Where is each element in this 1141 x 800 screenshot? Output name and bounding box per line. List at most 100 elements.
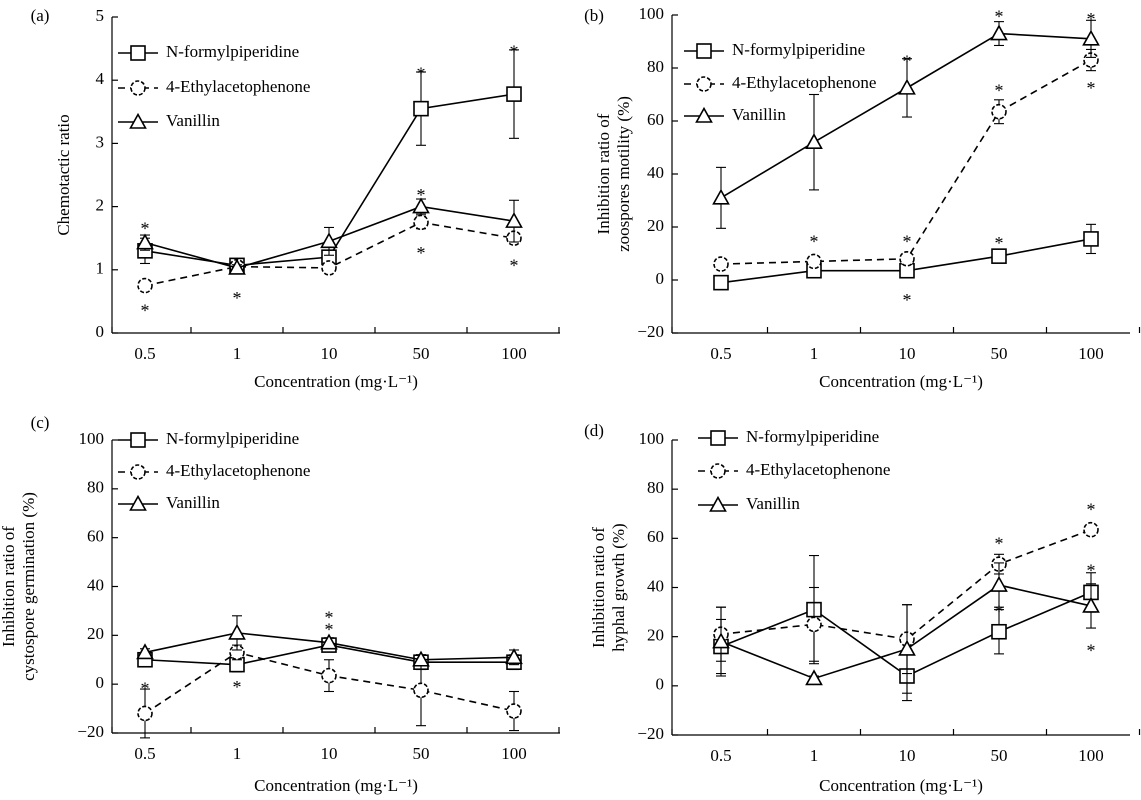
- legend-label: N-formylpiperidine: [166, 429, 299, 448]
- x-tick-label: 100: [1078, 746, 1104, 765]
- y-tick-label: 100: [79, 429, 105, 448]
- legend: N-formylpiperidine 4-Ethylacetophenone Van…: [118, 42, 310, 130]
- data-point: [898, 639, 916, 656]
- legend-label: Vanillin: [732, 105, 786, 124]
- data-point: [137, 705, 153, 722]
- data-point: [320, 232, 338, 249]
- data-point: [713, 274, 729, 291]
- data-point: [712, 632, 730, 649]
- data-point: [412, 650, 430, 667]
- data-point: [413, 682, 429, 699]
- x-tick-label: 1: [233, 344, 242, 363]
- panel-label: (d): [584, 421, 604, 440]
- significance-asterisk: *: [141, 218, 150, 238]
- y-tick-label: 20: [647, 216, 664, 235]
- series-4-Ethylacetophenone: [713, 48, 1099, 272]
- legend-label: Vanillin: [166, 493, 220, 512]
- data-point: [1083, 231, 1099, 247]
- y-axis-label: Inhibition ratio of zoospores motility (%…: [594, 96, 633, 252]
- legend-marker: [710, 463, 726, 479]
- y-axis-label: Chemotactic ratio: [54, 114, 73, 235]
- data-point: [805, 669, 823, 686]
- significance-asterisk: *: [1087, 499, 1096, 519]
- legend: N-formylpiperidine 4-Ethylacetophenone Van…: [118, 429, 310, 512]
- data-point: [413, 100, 429, 117]
- y-axis-label-line: Chemotactic ratio: [54, 114, 73, 235]
- y-tick-label: 80: [647, 57, 664, 76]
- y-tick-label: −20: [637, 724, 664, 743]
- legend-marker: [129, 112, 147, 129]
- legend-marker: [696, 76, 712, 92]
- y-tick-label: 60: [647, 110, 664, 129]
- data-point: [1083, 521, 1099, 538]
- y-tick-label: 100: [639, 429, 665, 448]
- panel-label: (c): [31, 413, 50, 432]
- legend-label: 4-Ethylacetophenone: [166, 77, 310, 96]
- legend-marker: [710, 430, 726, 446]
- chart-panel-2: (b) −20 0 20 40 60 80 100 0.5 1 10 50 100 Concentrati…: [584, 4, 1141, 391]
- significance-asterisk: *: [903, 232, 912, 252]
- legend-marker: [130, 464, 146, 480]
- data-point: [137, 277, 153, 294]
- significance-asterisk: *: [1087, 78, 1096, 98]
- legend-label: 4-Ethylacetophenone: [166, 461, 310, 480]
- y-tick-label: 5: [96, 6, 105, 25]
- series-line: [720, 528, 1092, 640]
- x-tick-label: 100: [1078, 344, 1104, 363]
- data-point: [136, 233, 154, 250]
- x-tick-label: 0.5: [134, 744, 155, 763]
- legend: N-formylpiperidine 4-Ethylacetophenone Van…: [684, 40, 876, 124]
- x-tick-label: 10: [899, 746, 916, 765]
- significance-asterisk: *: [141, 301, 150, 321]
- x-tick-label: 50: [991, 344, 1008, 363]
- y-tick-label: 3: [96, 132, 105, 151]
- y-tick-label: −20: [637, 322, 664, 341]
- legend-marker: [696, 43, 712, 59]
- panel-label: (b): [584, 6, 604, 25]
- series-Vanillin: [712, 562, 1100, 694]
- x-tick-label: 50: [413, 344, 430, 363]
- data-point: [713, 256, 729, 272]
- data-point: [899, 262, 915, 279]
- y-tick-label: 60: [87, 527, 104, 546]
- series-Vanillin: [136, 197, 523, 275]
- legend-label: Vanillin: [166, 111, 220, 130]
- y-axis-label-line: zoospores motility (%): [614, 96, 633, 252]
- data-point: [413, 214, 429, 231]
- y-tick-label: 80: [647, 478, 664, 497]
- y-axis-label-line: Inhibition ratio of: [0, 526, 18, 647]
- y-axis-label-line: Inhibition ratio of: [589, 527, 608, 648]
- data-point: [806, 253, 822, 270]
- significance-asterisk: *: [417, 243, 426, 263]
- x-tick-label: 0.5: [710, 344, 731, 363]
- y-tick-label: 0: [96, 673, 105, 692]
- x-tick-label: 50: [413, 744, 430, 763]
- y-tick-label: 40: [87, 575, 104, 594]
- legend-label: N-formylpiperidine: [166, 42, 299, 61]
- significance-asterisk: *: [995, 534, 1004, 554]
- significance-asterisk: *: [903, 52, 912, 72]
- data-point: [898, 78, 916, 95]
- x-axis-label: Concentration (mg·L⁻¹): [819, 776, 983, 795]
- y-axis-label: Inhibition ratio of hyphal growth (%): [589, 523, 628, 651]
- legend-label: N-formylpiperidine: [746, 427, 879, 446]
- data-point: [321, 260, 337, 276]
- y-axis-label-line: Inhibition ratio of: [594, 113, 613, 234]
- data-point: [712, 188, 730, 205]
- panel-label: (a): [31, 6, 50, 25]
- x-tick-label: 50: [991, 746, 1008, 765]
- significance-asterisk: *: [510, 256, 519, 276]
- y-tick-label: 100: [639, 4, 665, 23]
- y-tick-label: 40: [647, 163, 664, 182]
- y-tick-label: 2: [96, 196, 105, 215]
- x-tick-label: 1: [810, 344, 819, 363]
- data-point: [136, 643, 154, 660]
- significance-asterisk: *: [417, 64, 426, 84]
- data-point: [505, 211, 523, 228]
- data-point: [321, 667, 337, 684]
- x-tick-label: 10: [321, 344, 338, 363]
- chart-panel-4: (d) −20 0 20 40 60 80 100 0.5 1 10 50 100 Concentrati…: [584, 421, 1141, 795]
- significance-asterisk: *: [1087, 561, 1096, 581]
- y-tick-label: 80: [87, 478, 104, 497]
